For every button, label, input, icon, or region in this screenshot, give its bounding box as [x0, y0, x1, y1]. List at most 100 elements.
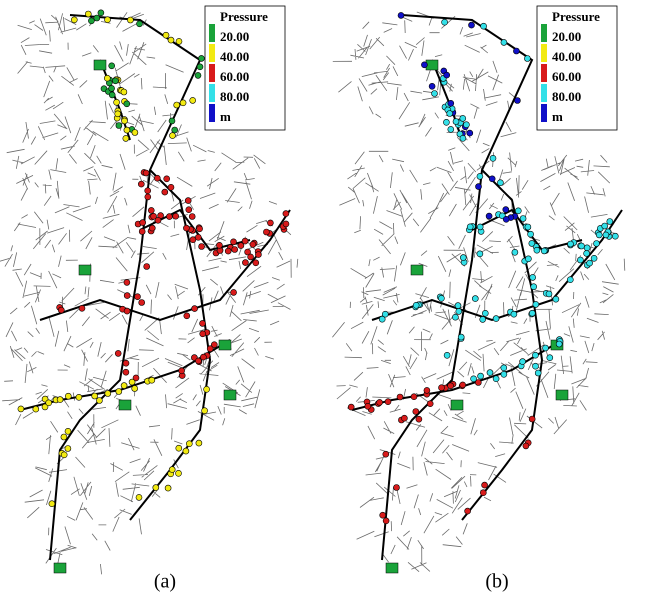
- node: [460, 255, 466, 261]
- node: [216, 242, 222, 248]
- node: [248, 254, 254, 260]
- node: [207, 346, 213, 352]
- node: [587, 260, 593, 266]
- tank: [79, 265, 91, 275]
- node: [255, 252, 261, 258]
- node: [528, 231, 534, 237]
- node: [463, 122, 469, 128]
- node: [132, 386, 138, 392]
- legend-label: 60.00: [220, 69, 249, 84]
- node: [185, 198, 191, 204]
- node: [448, 126, 454, 132]
- node: [524, 56, 530, 62]
- page: Pressure20.0040.0060.0080.00m(a) Pressur…: [0, 0, 668, 599]
- node: [65, 446, 71, 452]
- node: [197, 64, 203, 70]
- node: [416, 416, 422, 422]
- node: [448, 383, 454, 389]
- node: [489, 176, 495, 182]
- node: [253, 260, 259, 266]
- node: [529, 416, 535, 422]
- node: [465, 508, 471, 514]
- caption: (a): [154, 571, 176, 593]
- node: [531, 284, 537, 290]
- node: [497, 180, 503, 186]
- node: [148, 207, 154, 213]
- node: [584, 250, 590, 256]
- node: [501, 39, 507, 45]
- node: [602, 223, 608, 229]
- node: [204, 386, 210, 392]
- caption: (b): [485, 571, 508, 593]
- node: [190, 97, 196, 103]
- node: [452, 314, 458, 320]
- node: [170, 133, 176, 139]
- node: [138, 181, 144, 187]
- node: [195, 72, 201, 78]
- node: [591, 255, 597, 261]
- node: [480, 316, 486, 322]
- node: [529, 310, 535, 316]
- node: [135, 294, 141, 300]
- node: [200, 331, 206, 337]
- node: [596, 232, 602, 238]
- node: [439, 385, 445, 391]
- node: [501, 371, 507, 377]
- node: [124, 293, 130, 299]
- legend-swatch: [209, 44, 215, 62]
- legend-swatch: [541, 24, 547, 42]
- node: [143, 170, 149, 176]
- node: [96, 398, 102, 404]
- node: [57, 397, 63, 403]
- node: [173, 213, 179, 219]
- node: [283, 211, 289, 217]
- node: [460, 135, 466, 141]
- node: [195, 234, 201, 240]
- node: [460, 382, 466, 388]
- node: [493, 376, 499, 382]
- node: [155, 217, 161, 223]
- tank: [94, 60, 106, 70]
- node: [154, 175, 160, 181]
- node: [186, 441, 192, 447]
- legend-unit: m: [220, 109, 231, 124]
- legend-label: 40.00: [552, 49, 581, 64]
- node: [448, 100, 454, 106]
- tank: [224, 390, 236, 400]
- node: [447, 111, 453, 117]
- pipe: [462, 170, 542, 520]
- node: [482, 310, 488, 316]
- node: [533, 363, 539, 369]
- node: [116, 389, 122, 395]
- node: [179, 368, 185, 374]
- legend-label: 80.00: [220, 89, 249, 104]
- node: [453, 119, 459, 125]
- node: [487, 370, 493, 376]
- node: [65, 428, 71, 434]
- pipe: [50, 15, 200, 560]
- node: [493, 316, 499, 322]
- node: [165, 485, 171, 491]
- node: [242, 260, 248, 266]
- node: [139, 300, 145, 306]
- node: [65, 393, 71, 399]
- node: [242, 238, 248, 244]
- node: [397, 394, 403, 400]
- node: [413, 302, 419, 308]
- node: [379, 316, 385, 322]
- node: [231, 289, 237, 295]
- node: [132, 130, 138, 136]
- node: [140, 220, 146, 226]
- node: [112, 78, 118, 84]
- node: [456, 308, 462, 314]
- node: [401, 415, 407, 421]
- node: [124, 308, 130, 314]
- node: [198, 55, 204, 61]
- node: [105, 391, 111, 397]
- node: [199, 244, 205, 250]
- legend-label: 60.00: [552, 69, 581, 84]
- node: [458, 334, 464, 340]
- node: [183, 225, 189, 231]
- node: [46, 400, 52, 406]
- node: [149, 225, 155, 231]
